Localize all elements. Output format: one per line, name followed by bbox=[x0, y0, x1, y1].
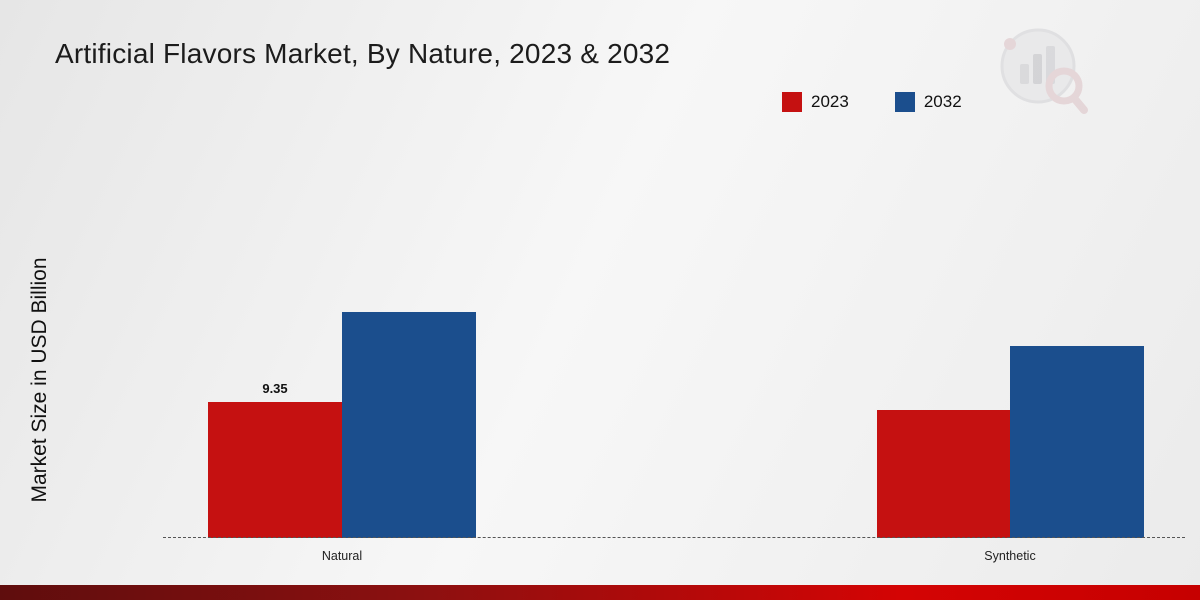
legend: 2023 2032 bbox=[782, 92, 962, 112]
bar-value-label: 9.35 bbox=[262, 381, 288, 396]
bar-2023-natural bbox=[208, 402, 342, 538]
bar-2032-synthetic bbox=[1010, 346, 1144, 538]
bar-2023-synthetic bbox=[877, 410, 1011, 538]
category-label-synthetic: Synthetic bbox=[984, 549, 1036, 563]
legend-swatch-2023 bbox=[782, 92, 802, 112]
legend-label-2023: 2023 bbox=[811, 92, 849, 111]
x-axis-baseline bbox=[163, 537, 1185, 538]
chart-title: Artificial Flavors Market, By Nature, 20… bbox=[55, 38, 671, 69]
bar-2032-natural bbox=[342, 312, 476, 538]
legend-item-2032: 2032 bbox=[894, 92, 962, 112]
legend-swatch-2032 bbox=[894, 92, 915, 112]
bottom-accent-strip bbox=[0, 585, 1200, 600]
legend-item-2023: 2023 bbox=[782, 92, 849, 112]
category-label-natural: Natural bbox=[321, 549, 363, 563]
watermark-logo bbox=[1000, 28, 1088, 114]
legend-label-2032: 2032 bbox=[923, 92, 962, 111]
y-axis-label: Market Size in USD Billion bbox=[28, 257, 51, 503]
